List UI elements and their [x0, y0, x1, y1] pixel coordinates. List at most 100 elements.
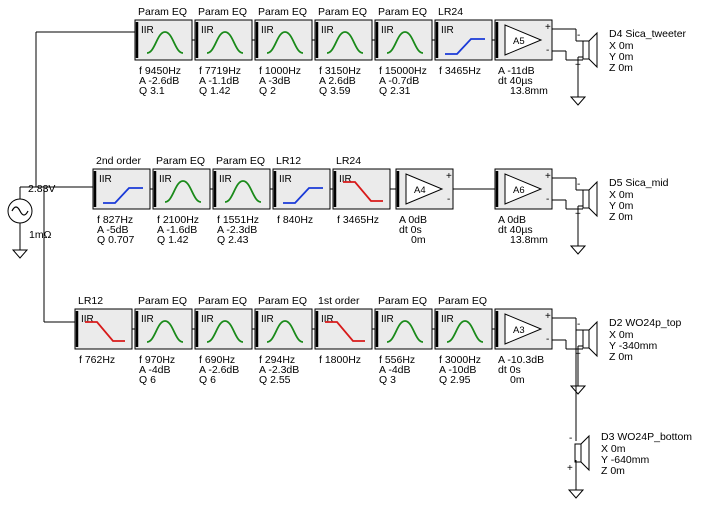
driver-coordinate: Y -640mm — [601, 454, 649, 466]
bell-curve-icon — [326, 31, 364, 54]
amplifier-block[interactable]: A4 + - — [395, 168, 454, 210]
iir-label: IIR — [441, 25, 454, 36]
iir-label: IIR — [441, 314, 454, 325]
driver-coordinate: X 0m — [601, 443, 626, 455]
filter-block[interactable]: Param EQ IIR — [254, 295, 313, 350]
bell-curve-icon — [206, 31, 244, 54]
filter-block[interactable]: Param EQ IIR — [194, 6, 253, 61]
driver-coordinate: Z 0m — [609, 62, 633, 74]
iir-label: IIR — [321, 25, 334, 36]
filter-block[interactable]: Param EQ IIR — [212, 155, 271, 210]
amplifier-param: dt 0s — [399, 224, 422, 236]
driver-coordinate: Y 0m — [609, 200, 634, 212]
lowpass-icon — [85, 321, 125, 342]
ground-icon — [569, 245, 587, 255]
filter-title: Param EQ — [318, 6, 367, 18]
plus-sign: + — [545, 171, 551, 182]
minus-sign: - — [577, 319, 580, 330]
filter-block[interactable]: Param EQ IIR — [434, 295, 493, 350]
filter-title: Param EQ — [156, 155, 205, 167]
filter-param: Q 2 — [259, 85, 276, 97]
filter-block[interactable]: 2nd order IIR — [92, 155, 151, 210]
bell-curve-icon — [266, 31, 304, 54]
filter-param: f 3465Hz — [439, 65, 481, 77]
amplifier-label: A3 — [513, 325, 525, 336]
amplifier-block[interactable]: A5 + - — [494, 19, 553, 61]
filter-param: Q 2.55 — [259, 374, 291, 386]
filter-block[interactable]: Param EQ IIR — [374, 295, 433, 350]
amplifier-block[interactable]: A3 + - — [494, 308, 553, 350]
iir-label: IIR — [279, 174, 292, 185]
amplifier-param: 0m — [411, 234, 426, 246]
filter-block[interactable]: Param EQ IIR — [314, 6, 373, 61]
filter-title: LR24 — [438, 6, 463, 18]
iir-label: IIR — [99, 174, 112, 185]
amplifier-param: dt 40µs — [498, 75, 533, 87]
voltage-source[interactable] — [7, 198, 33, 224]
filter-title: Param EQ — [198, 6, 247, 18]
highpass-icon — [445, 38, 485, 55]
iir-label: IIR — [141, 314, 154, 325]
filter-block[interactable]: Param EQ IIR — [134, 295, 193, 350]
speaker-icon — [588, 180, 598, 218]
filter-title: 1st order — [318, 295, 360, 307]
driver-coordinate: Z 0m — [609, 351, 633, 363]
filter-title: Param EQ — [438, 295, 487, 307]
filter-block[interactable]: Param EQ IIR — [374, 6, 433, 61]
filter-param: f 840Hz — [277, 214, 313, 226]
speaker-magnet — [582, 189, 590, 209]
filter-param: f 3000Hz — [439, 354, 481, 366]
source-wires — [19, 31, 135, 323]
filter-param: A -4dB — [379, 364, 411, 376]
filter-param: f 3150Hz — [319, 65, 361, 77]
filter-title: Param EQ — [138, 295, 187, 307]
filter-block[interactable]: LR24 IIR — [332, 155, 391, 210]
amplifier-param: 0m — [510, 374, 525, 386]
filter-param: Q 2.31 — [379, 85, 411, 97]
filter-param: Q 2.43 — [217, 234, 249, 246]
lowpass-icon — [343, 181, 383, 202]
filter-param: A -0.7dB — [379, 75, 419, 87]
filter-title: LR12 — [276, 155, 301, 167]
filter-block[interactable]: LR12 IIR — [74, 295, 133, 350]
iir-label: IIR — [201, 25, 214, 36]
filter-title: 2nd order — [96, 155, 141, 167]
filter-param: A -1.6dB — [157, 224, 197, 236]
amplifier-param: dt 0s — [498, 364, 521, 376]
amplifier-param: 13.8mm — [510, 234, 548, 246]
driver-coordinate: Y -340mm — [609, 340, 657, 352]
iir-label: IIR — [81, 314, 94, 325]
filter-block[interactable]: LR12 IIR — [272, 155, 331, 210]
filter-param: f 7719Hz — [199, 65, 241, 77]
filter-block[interactable]: Param EQ IIR — [134, 6, 193, 61]
filter-title: Param EQ — [216, 155, 265, 167]
filter-block[interactable]: 1st order IIR — [314, 295, 373, 350]
bell-curve-icon — [146, 320, 184, 343]
driver-coordinate: Z 0m — [601, 465, 625, 477]
filter-block[interactable]: Param EQ IIR — [194, 295, 253, 350]
filter-param: Q 1.42 — [199, 85, 231, 97]
source-voltage-label: 2.83V — [28, 183, 55, 195]
speaker-magnet — [582, 40, 590, 60]
amplifier-param: A -11dB — [498, 65, 535, 77]
filter-block[interactable]: LR24 IIR — [434, 6, 493, 61]
iir-label: IIR — [261, 25, 274, 36]
iir-label: IIR — [141, 25, 154, 36]
filter-param: A -1.1dB — [199, 75, 239, 87]
iir-label: IIR — [261, 314, 274, 325]
filter-block[interactable]: Param EQ IIR — [152, 155, 211, 210]
minus-sign: - — [447, 194, 450, 205]
iir-label: IIR — [159, 174, 172, 185]
filter-title: LR24 — [336, 155, 361, 167]
amplifier-block[interactable]: A6 + - — [494, 168, 553, 210]
filter-block[interactable]: Param EQ IIR — [254, 6, 313, 61]
filter-param: A -5dB — [97, 224, 129, 236]
filter-param: Q 6 — [199, 374, 216, 386]
filter-param: f 1551Hz — [217, 214, 259, 226]
filter-param: Q 6 — [139, 374, 156, 386]
